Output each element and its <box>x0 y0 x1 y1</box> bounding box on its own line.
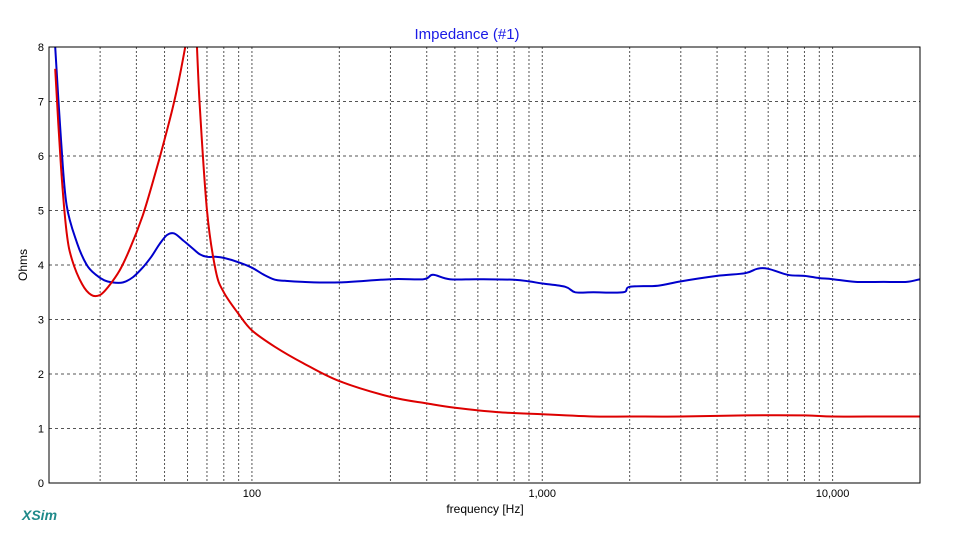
plot-frame <box>48 46 921 484</box>
y-tick-label: 6 <box>38 151 44 163</box>
y-axis-label: Ohms <box>16 249 30 281</box>
x-tick-label: 10,000 <box>816 488 850 500</box>
xsim-brand-label: XSim <box>22 507 58 523</box>
y-tick-label: 5 <box>38 206 44 218</box>
y-tick-label: 7 <box>38 97 44 109</box>
grid-lines <box>49 47 920 483</box>
chart-title: Impedance (#1) <box>414 26 519 43</box>
y-tick-label: 1 <box>38 424 44 436</box>
y-tick-label: 2 <box>38 369 44 381</box>
x-tick-label: 100 <box>243 488 261 500</box>
impedance-blue-line <box>54 47 920 294</box>
y-tick-label: 4 <box>38 260 44 272</box>
impedance-red-line <box>54 47 920 418</box>
tick-labels: 0 1 2 3 4 5 6 7 8 100 1,000 10,000 <box>38 42 850 500</box>
y-tick-label: 8 <box>38 42 44 54</box>
x-axis-label: frequency [Hz] <box>446 502 523 516</box>
x-tick-label: 1,000 <box>529 488 557 500</box>
y-tick-label: 0 <box>38 478 44 490</box>
y-tick-label: 3 <box>38 315 44 327</box>
data-series <box>54 47 920 418</box>
